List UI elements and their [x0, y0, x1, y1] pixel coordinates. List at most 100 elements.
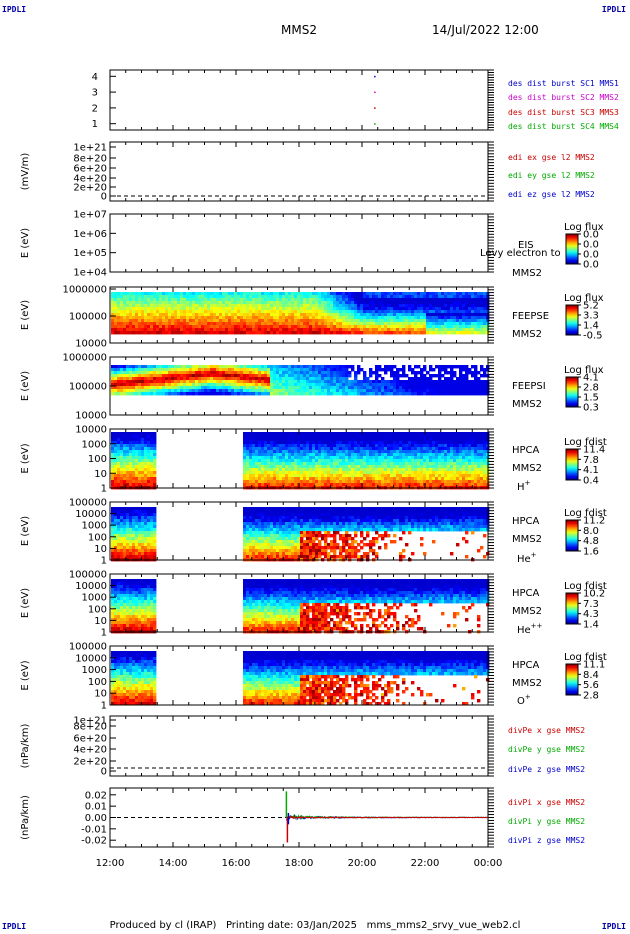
feepsi-panel-pixel [315, 365, 319, 369]
burst-panel-burst-mark [374, 91, 376, 94]
hpca_h-panel-pixel [279, 444, 283, 448]
feepse-panel-pixel [123, 316, 127, 320]
feepsi-panel-pixel [162, 365, 166, 369]
feepse-panel-pixel [435, 292, 439, 296]
hpca_h-panel-pixel [414, 453, 418, 457]
feepsi-panel-pixel [411, 389, 415, 393]
hpca_h-panel-pixel [270, 432, 274, 436]
hpca_h-panel-pixel [273, 471, 277, 475]
hpca_h-panel-pixel [114, 456, 118, 460]
hpca_h-panel-pixel [261, 444, 265, 448]
hpca_h-panel-pixel [426, 435, 430, 439]
feepsi-panel-pixel [267, 374, 271, 378]
feepse-panel-pixel [324, 322, 328, 326]
feepse-panel-pixel [453, 295, 457, 299]
datetime-title: 14/Jul/2022 12:00 [432, 23, 539, 37]
feepse-panel-pixel [225, 298, 229, 302]
feepse-panel-pixel [153, 331, 157, 335]
feepse-panel-pixel [318, 298, 322, 302]
hpca_h-panel-pixel [252, 450, 256, 454]
feepsi-panel-pixel [240, 368, 244, 372]
hpca_h-panel-pixel [261, 459, 265, 463]
feepse-panel-pixel [255, 319, 259, 323]
hpca_h-panel-pixel [405, 459, 409, 463]
hpca_h-panel-pixel [126, 483, 130, 487]
hpca_h-panel-pixel [309, 471, 313, 475]
feepsi-panel-pixel [330, 389, 334, 393]
hpca_h-panel-pixel [435, 438, 439, 442]
hpca_h-panel-pixel [360, 477, 364, 481]
feepse-panel-pixel [450, 295, 454, 299]
hpca_h-panel-pixel [432, 447, 436, 451]
feepse-panel-pixel [351, 316, 355, 320]
hpca_h-panel-pixel [357, 432, 361, 436]
hpca_h-panel-pixel [423, 465, 427, 469]
hpca_h-panel-pixel [318, 432, 322, 436]
feepse-panel-pixel [285, 316, 289, 320]
hpca_h-panel-pixel [333, 435, 337, 439]
hpca_h-panel-pixel [258, 456, 262, 460]
hpca_h-panel-pixel [129, 474, 133, 478]
feepsi-panel-pixel [432, 389, 436, 393]
feepsi-panel-pixel [168, 377, 172, 381]
feepsi-panel-pixel [228, 374, 232, 378]
hpca_h-panel-pixel [123, 453, 127, 457]
feepse-panel-pixel [192, 316, 196, 320]
feepse-panel-pixel [459, 310, 463, 314]
hpca_h-panel-pixel [357, 471, 361, 475]
hpca_h-panel-pixel [405, 468, 409, 472]
feepsi-panel-pixel [177, 377, 181, 381]
hpca_h-panel-pixel [375, 477, 379, 481]
feepse-panel-pixel [450, 304, 454, 308]
feepse-panel-pixel [369, 301, 373, 305]
feepsi-panel-pixel [291, 374, 295, 378]
feepse-panel-pixel [372, 310, 376, 314]
hpca_h-panel-pixel [441, 465, 445, 469]
feepsi-panel-pixel [159, 368, 163, 372]
feepse-panel-pixel [300, 310, 304, 314]
hpca_h-panel-pixel [321, 474, 325, 478]
feepse-panel-pixel [351, 322, 355, 326]
feepsi-panel-pixel [378, 392, 382, 396]
feepsi-panel-pixel [480, 383, 484, 387]
hpca_h-panel-pixel [120, 456, 124, 460]
feepsi-panel-pixel [465, 389, 469, 393]
feepse-panel-pixel [429, 301, 433, 305]
feepse-panel-pixel [267, 310, 271, 314]
feepse-panel-pixel [282, 313, 286, 317]
feepsi-panel-pixel [123, 389, 127, 393]
hpca_h-panel-pixel [348, 474, 352, 478]
hpca_h-panel-pixel [354, 456, 358, 460]
hpca_h-panel-pixel [150, 471, 154, 475]
hpca_h-panel-pixel [393, 447, 397, 451]
feepse-panel-pixel [417, 292, 421, 296]
feepse-panel-pixel [252, 322, 256, 326]
feepsi-panel-pixel [186, 386, 190, 390]
feepse-panel-pixel [111, 313, 115, 317]
feepsi-panel-pixel [189, 380, 193, 384]
feepse-panel-pixel [315, 319, 319, 323]
feepse-panel-pixel [420, 307, 424, 311]
hpca_h-panel-pixel [444, 480, 448, 484]
feepsi-panel-pixel [474, 374, 478, 378]
hpca_h-panel-pixel [123, 468, 127, 472]
feepse-panel-pixel [123, 310, 127, 314]
hpca_h-panel-pixel [369, 459, 373, 463]
feepse-panel-pixel [159, 292, 163, 296]
hpca_h-panel-pixel [408, 477, 412, 481]
hpca_h-panel-pixel [339, 456, 343, 460]
feepsi-panel-pixel [309, 377, 313, 381]
feepsi-panel-pixel [177, 386, 181, 390]
hpca_h-panel-pixel [141, 450, 145, 454]
hpca_h-panel-pixel [345, 465, 349, 469]
hpca_h-panel-pixel [111, 450, 115, 454]
hpca_h-panel-pixel [315, 450, 319, 454]
feepsi-panel-pixel [132, 365, 136, 369]
feepse-panel-pixel [462, 313, 466, 317]
feepsi-panel-pixel [162, 383, 166, 387]
hpca_h-panel-pixel [432, 474, 436, 478]
feepsi-panel-pixel [420, 392, 424, 396]
feepsi-panel-pixel [114, 374, 118, 378]
hpca_h-panel-pixel [138, 432, 142, 436]
hpca_h-panel-pixel [354, 441, 358, 445]
